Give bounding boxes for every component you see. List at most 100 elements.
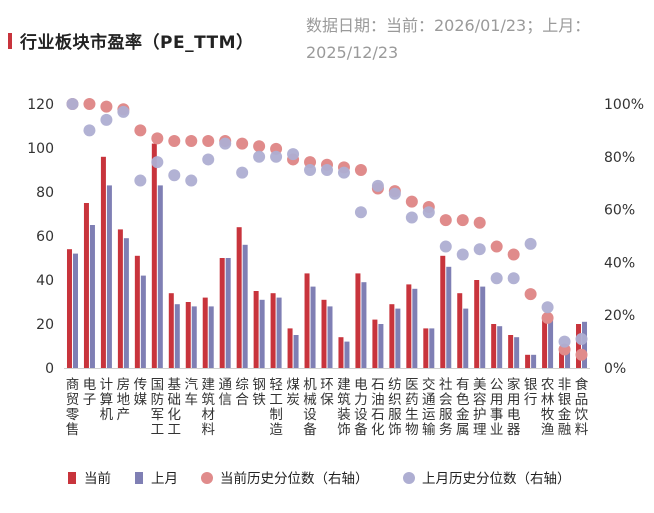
dot-current-percentile [490,240,503,253]
dot-last-month-percentile [236,166,249,179]
x-axis-category-label: 房地产 [117,377,131,423]
x-axis-category-label: 商贸零售 [66,377,80,438]
bar-last-month [548,319,554,368]
x-axis-category-label: 基础化工 [168,376,182,438]
dot-last-month-percentile [168,169,181,182]
y-axis-tick-label: 80 [36,185,54,201]
dot-last-month-percentile [575,332,588,345]
x-axis-category-label: 钢铁 [252,377,266,408]
dot-last-month-percentile [456,248,469,261]
bar-last-month [89,225,95,368]
legend-current-percentile: 当前历史分位数（右轴） [201,470,369,487]
dot-current-percentile [524,288,537,301]
y-axis-tick-label: 0 [45,361,54,377]
x-axis-category-label: 非银金融 [558,377,572,438]
dot-last-month-percentile [117,105,130,118]
y2-axis-tick-label: 0% [604,361,626,377]
dot-last-month-percentile [388,187,401,200]
bar-current [508,335,514,368]
title-accent-bar [8,33,12,49]
bar-current [66,249,72,368]
dot-current-percentile [354,164,367,176]
x-axis-category-label: 电子 [83,377,97,408]
dot-last-month-percentile [66,98,79,110]
legend-last-month-swatch [135,472,143,484]
bar-last-month [327,306,333,368]
x-axis-category-label: 石油石化 [371,377,385,438]
legend-last-month-percentile-swatch [403,472,415,484]
dot-last-month-percentile [473,243,486,256]
dot-last-month-percentile [253,150,266,163]
x-axis-category-label: 计算机 [100,377,114,423]
bar-current [559,348,565,368]
bar-current [287,328,293,368]
bar-last-month [582,321,588,368]
dot-current-percentile [100,100,113,113]
data-date-subtitle: 数据日期：当前：2026/01/23；上月：2025/12/23 [306,16,591,62]
x-axis-category-label: 传媒 [134,377,148,408]
dot-last-month-percentile [100,113,113,126]
bar-current [270,293,276,368]
bar-current [491,324,497,368]
bar-last-month [463,308,469,368]
bar-current [321,299,327,368]
x-axis-category-label: 环保 [320,377,334,408]
dot-current-percentile [575,348,588,361]
x-axis-category-label: 有色金属 [456,377,470,438]
dot-current-percentile [185,134,198,147]
dot-last-month-percentile [321,164,333,176]
dot-last-month-percentile [524,237,537,250]
bar-last-month [259,299,265,368]
y2-axis-tick-label: 100% [604,97,644,113]
bar-last-month [344,341,350,368]
bar-last-month [208,306,214,368]
dot-last-month-percentile [337,166,350,179]
bar-current [576,324,582,368]
dot-last-month-percentile [490,272,503,285]
x-axis-category-label: 交通运输 [422,376,436,438]
x-axis-category-label: 煤炭 [286,377,300,408]
bar-current [219,258,225,368]
bar-last-month [480,286,486,368]
dot-current-percentile [134,124,147,137]
bar-current [406,284,412,368]
bar-last-month [157,185,163,368]
dot-current-percentile [202,134,215,147]
x-axis-category-label: 国防军工 [151,377,165,438]
bar-last-month [514,337,520,368]
bar-current [100,156,106,368]
dot-last-month-percentile [270,150,283,163]
chart-title: 行业板块市盈率（PE_TTM） [20,33,254,53]
dot-current-percentile [151,132,164,145]
bar-current [338,337,344,368]
y2-axis-tick-label: 40% [604,255,635,271]
bar-last-month [225,258,231,368]
dot-last-month-percentile [507,272,520,285]
x-axis-category-label: 食品饮料 [575,376,589,438]
bar-current [525,354,531,368]
dot-last-month-percentile [219,137,232,150]
bar-last-month [412,288,418,368]
dot-last-month-percentile [304,164,317,176]
y-axis-tick-label: 100 [27,141,54,157]
bar-last-month [531,354,537,368]
bar-current [83,203,89,368]
bar-current [117,229,123,368]
x-axis-category-label: 机械设备 [303,377,317,438]
bar-current [372,319,378,368]
legend-current: 当前 [68,470,111,487]
legend-last-month-percentile-label: 上月历史分位数（右轴） [422,471,571,487]
bar-current [355,273,361,368]
bar-last-month [565,348,571,368]
y-axis-tick-label: 120 [27,97,54,113]
x-axis-category-label: 医药生物 [405,377,419,438]
dot-current-percentile [236,137,249,150]
dot-last-month-percentile [354,206,367,219]
dot-current-percentile [253,140,266,153]
bar-current [202,297,208,368]
dot-last-month-percentile [83,124,96,137]
y-axis-tick-label: 20 [36,317,54,333]
y2-axis-tick-label: 80% [604,150,635,166]
bar-current [236,227,242,368]
bar-last-month [395,308,401,368]
